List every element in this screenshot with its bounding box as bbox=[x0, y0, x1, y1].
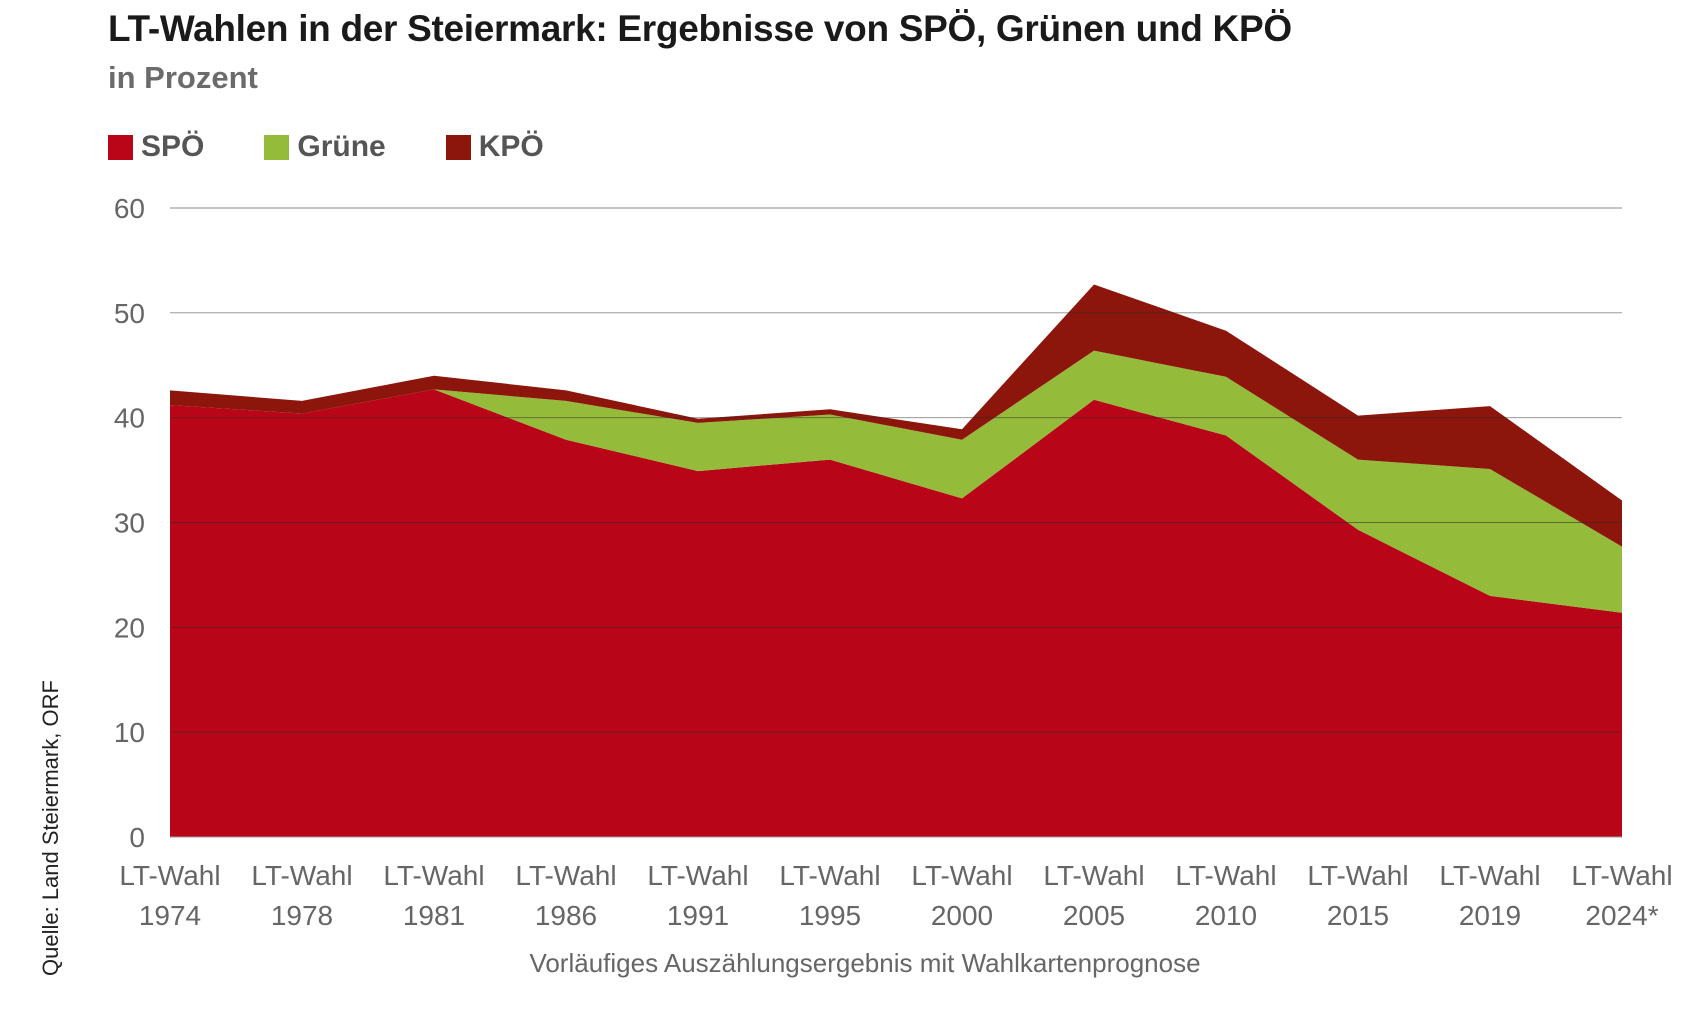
y-tick-label: 30 bbox=[114, 508, 145, 539]
y-tick-label: 20 bbox=[114, 612, 145, 643]
y-axis: 0 10 20 30 40 50 60 bbox=[114, 193, 145, 853]
x-tick-label: LT-Wahl 2019 bbox=[1439, 860, 1540, 931]
x-tick-label: LT-Wahl 1974 bbox=[119, 860, 220, 931]
x-tick-label: LT-Wahl 1978 bbox=[251, 860, 352, 931]
legend-swatch-spoe bbox=[108, 134, 133, 160]
area-kpoe bbox=[170, 284, 1622, 547]
legend-item-gruene: Grüne bbox=[264, 130, 386, 164]
legend-item-spoe: SPÖ bbox=[108, 130, 204, 164]
x-tick-label: LT-Wahl 2024* bbox=[1571, 860, 1672, 931]
y-tick-label: 0 bbox=[129, 822, 145, 853]
x-tick-label: LT-Wahl 1986 bbox=[515, 860, 616, 931]
footnote: Vorläufiges Auszählungsergebnis mit Wahl… bbox=[529, 948, 1201, 978]
y-tick-label: 10 bbox=[114, 717, 145, 748]
x-axis: LT-Wahl 1974 LT-Wahl 1978 LT-Wahl 1981 LT-Wahl… bbox=[119, 860, 1672, 931]
legend-label-spoe: SPÖ bbox=[141, 130, 205, 163]
area-gruene bbox=[170, 350, 1622, 613]
y-tick-label: 60 bbox=[114, 193, 145, 224]
legend-swatch-gruene bbox=[264, 134, 290, 160]
legend-swatch-kpoe bbox=[445, 134, 471, 160]
x-tick-label: LT-Wahl 1981 bbox=[383, 860, 484, 931]
legend-label-gruene: Grüne bbox=[297, 130, 386, 163]
x-tick-label: LT-Wahl 1991 bbox=[647, 860, 748, 931]
chart-title: LT-Wahlen in der Steiermark: Ergebnisse … bbox=[108, 8, 1292, 49]
gridlines bbox=[170, 207, 1622, 838]
x-tick-label: LT-Wahl 2015 bbox=[1307, 860, 1408, 931]
legend: SPÖ Grüne KPÖ bbox=[108, 130, 544, 164]
area-layer bbox=[170, 284, 1622, 837]
x-tick-label: LT-Wahl 2010 bbox=[1175, 860, 1276, 931]
area-spoe bbox=[170, 389, 1622, 837]
x-tick-label: LT-Wahl 1995 bbox=[779, 860, 880, 931]
y-tick-label: 40 bbox=[114, 403, 145, 434]
y-tick-label: 50 bbox=[114, 298, 145, 329]
legend-item-kpoe: KPÖ bbox=[445, 130, 544, 164]
source-note: Quelle: Land Steiermark, ORF bbox=[38, 680, 63, 976]
chart-subtitle: in Prozent bbox=[108, 60, 258, 95]
legend-label-kpoe: KPÖ bbox=[478, 130, 544, 163]
x-tick-label: LT-Wahl 2005 bbox=[1043, 860, 1144, 931]
x-tick-label: LT-Wahl 2000 bbox=[911, 860, 1012, 931]
